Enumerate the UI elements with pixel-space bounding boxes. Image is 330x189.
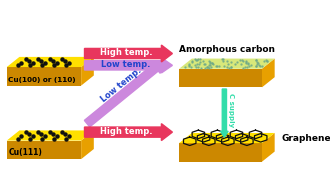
- Text: High temp.: High temp.: [100, 127, 152, 136]
- Text: Cu(100) or (110): Cu(100) or (110): [9, 77, 76, 83]
- FancyArrow shape: [84, 60, 165, 127]
- Text: C supply: C supply: [228, 93, 234, 127]
- Text: Low temp.: Low temp.: [101, 60, 150, 69]
- Polygon shape: [81, 57, 94, 86]
- Text: High temp.: High temp.: [100, 48, 152, 57]
- Polygon shape: [179, 143, 262, 162]
- Polygon shape: [262, 59, 275, 87]
- FancyArrow shape: [84, 124, 172, 141]
- Text: Low temp.: Low temp.: [100, 66, 144, 104]
- Polygon shape: [179, 133, 275, 143]
- FancyArrow shape: [84, 45, 172, 62]
- Polygon shape: [262, 133, 275, 162]
- Polygon shape: [7, 57, 94, 67]
- Polygon shape: [7, 141, 81, 159]
- Text: Amorphous carbon: Amorphous carbon: [179, 45, 275, 54]
- Polygon shape: [7, 67, 81, 86]
- Text: Graphene: Graphene: [281, 133, 330, 143]
- Polygon shape: [179, 59, 275, 69]
- FancyArrow shape: [84, 58, 172, 73]
- FancyArrow shape: [220, 89, 228, 137]
- Text: Cu(111): Cu(111): [9, 148, 42, 157]
- Polygon shape: [7, 130, 94, 141]
- Polygon shape: [81, 130, 94, 159]
- Polygon shape: [179, 69, 262, 87]
